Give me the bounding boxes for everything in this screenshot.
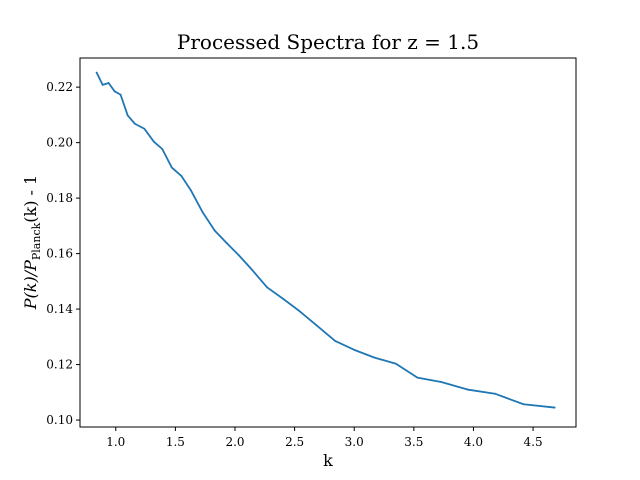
series-line	[95, 71, 556, 409]
data-point	[225, 242, 228, 244]
data-point	[553, 406, 556, 409]
data-point	[161, 148, 164, 150]
data-point	[237, 254, 240, 256]
y-tick-label: 0.22	[46, 80, 73, 94]
data-point	[353, 348, 356, 351]
data-point	[143, 127, 146, 130]
y-axis: 0.10 0.12 0.14 0.16 0.18 0.20 0.22	[46, 80, 80, 427]
data-point	[416, 376, 419, 379]
y-tick-label: 0.16	[46, 247, 73, 261]
y-tick-label: 0.14	[46, 302, 73, 316]
y-tick-label: 0.10	[46, 413, 73, 427]
x-tick-label: 2.0	[225, 435, 244, 449]
y-tick-label: 0.20	[46, 136, 73, 150]
data-point	[107, 82, 110, 84]
data-point	[95, 71, 98, 74]
data-point	[266, 286, 269, 289]
y-axis-label: P(k)/PPlanck(k) - 1	[21, 175, 43, 310]
data-point	[315, 324, 317, 326]
chart-title: Processed Spectra for z = 1.5	[177, 30, 479, 54]
x-axis: 1.0 1.5 2.0 2.5 3.0 3.5 4.0 4.5	[106, 427, 543, 449]
data-point	[113, 90, 116, 93]
x-axis-label: k	[323, 451, 333, 470]
x-tick-label: 3.0	[345, 435, 364, 449]
data-point	[119, 93, 122, 96]
y-tick-label: 0.18	[46, 191, 73, 205]
x-tick-label: 4.0	[464, 435, 483, 449]
y-axis-label-main: P(k)/P	[21, 260, 40, 310]
data-point	[440, 381, 443, 383]
data-point	[522, 403, 525, 406]
data-point	[213, 229, 216, 232]
y-axis-label-subscript: Planck	[30, 222, 43, 260]
data-point	[494, 392, 496, 395]
data-point	[126, 114, 129, 117]
data-point	[153, 140, 155, 143]
x-tick-label: 2.5	[285, 435, 304, 449]
data-point	[201, 211, 204, 214]
data-point	[180, 175, 183, 177]
y-axis-label-suffix: (k) - 1	[21, 175, 40, 223]
x-tick-label: 1.0	[106, 435, 125, 449]
y-tick-label: 0.12	[46, 358, 73, 372]
x-tick-label: 4.5	[524, 435, 543, 449]
data-point	[170, 166, 173, 169]
series-layer	[95, 71, 556, 409]
data-point	[189, 189, 192, 192]
data-point	[298, 310, 301, 312]
x-tick-label: 1.5	[166, 435, 185, 449]
x-tick-label: 3.5	[404, 435, 423, 449]
data-point	[373, 356, 376, 359]
data-point	[250, 268, 253, 271]
data-point	[466, 388, 469, 391]
data-point	[281, 297, 284, 300]
data-point	[334, 340, 337, 342]
axes-frame	[79, 57, 577, 428]
plot-area	[79, 57, 577, 428]
data-point	[101, 84, 104, 86]
data-point	[395, 362, 397, 365]
data-point	[133, 122, 136, 125]
